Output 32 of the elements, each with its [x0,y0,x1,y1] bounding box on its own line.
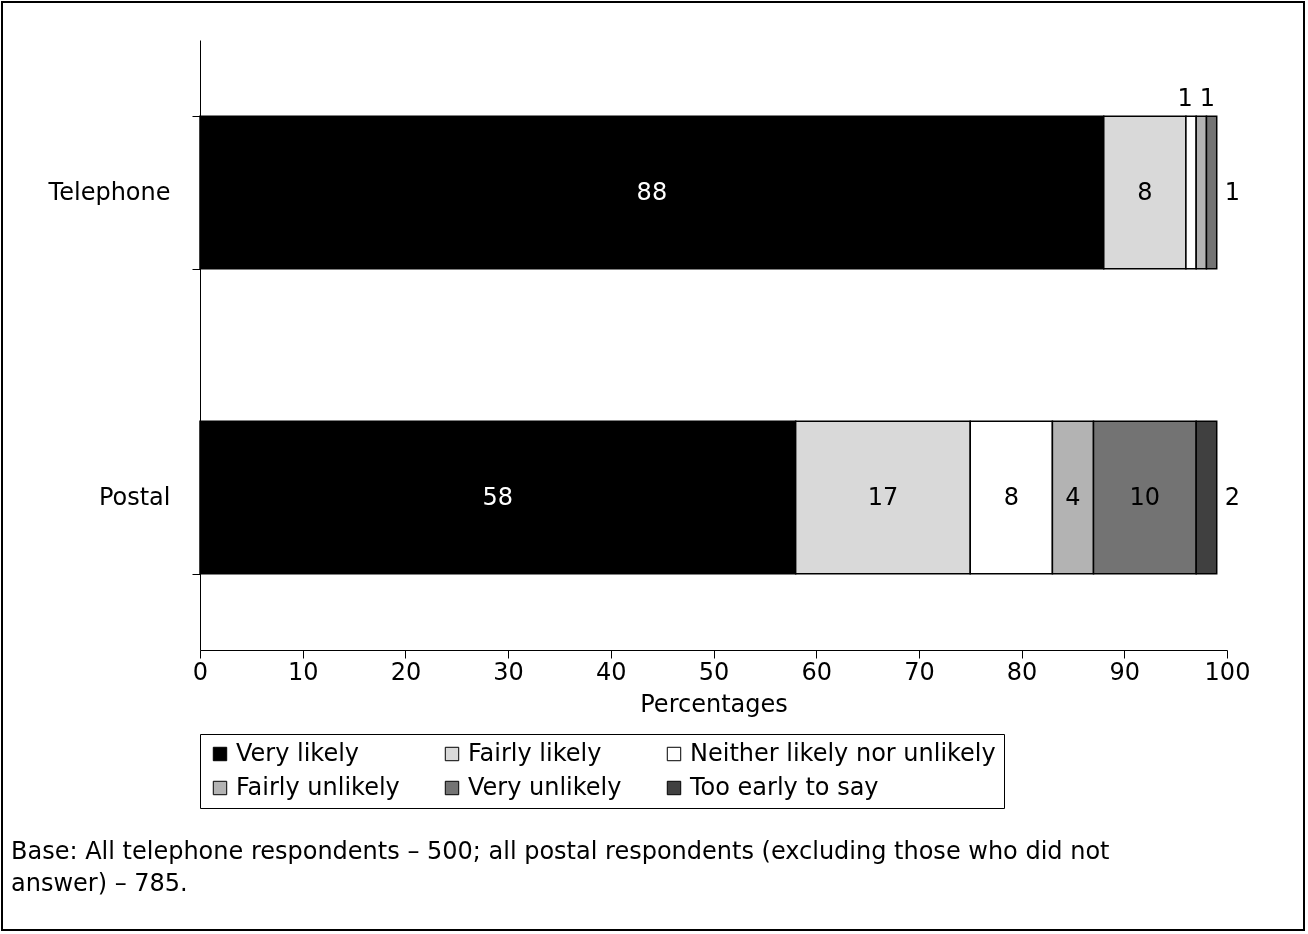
x-tick-label: 70 [904,657,935,686]
x-tick-label: 40 [596,657,627,686]
x-tick-label: 10 [287,657,319,686]
y-tick-label: Telephone [47,178,171,206]
data-label: 58 [482,482,514,511]
x-tick-label: 0 [192,657,209,686]
legend-label: Very unlikely [468,773,622,801]
data-label: 88 [636,177,668,206]
x-tick-label: 90 [1109,657,1141,686]
x-tick-label: 100 [1204,657,1251,686]
data-label: 17 [867,482,899,511]
x-tick-label: 80 [1006,657,1038,686]
data-label: 1 [1224,177,1241,206]
data-label: 1 [1177,83,1193,112]
x-tick-label: 20 [390,657,422,686]
x-tick-label: 50 [698,657,730,686]
legend-label: Fairly unlikely [236,773,400,801]
text: Base: All telephone respondents – 500; all postal respondents (excluding those who did not answer) – 785. [11,836,1111,899]
data-label: 8 [1003,482,1019,511]
legend-label: Fairly likely [468,739,602,767]
x-tick-label: 60 [801,657,832,686]
data-label: 4 [1065,482,1081,511]
legend-label: Neither likely nor unlikely [690,739,996,767]
data-label: 8 [1137,177,1153,206]
data-label: 1 [1199,83,1215,112]
x-tick-label: 30 [493,657,524,686]
data-label: 10 [1129,482,1161,511]
data-label: 2 [1224,482,1241,511]
x-axis-title: Percentages [640,689,788,718]
y-tick-label: Postal [98,483,171,511]
legend-label: Too early to say [689,773,879,801]
legend-label: Very likely [236,739,360,767]
